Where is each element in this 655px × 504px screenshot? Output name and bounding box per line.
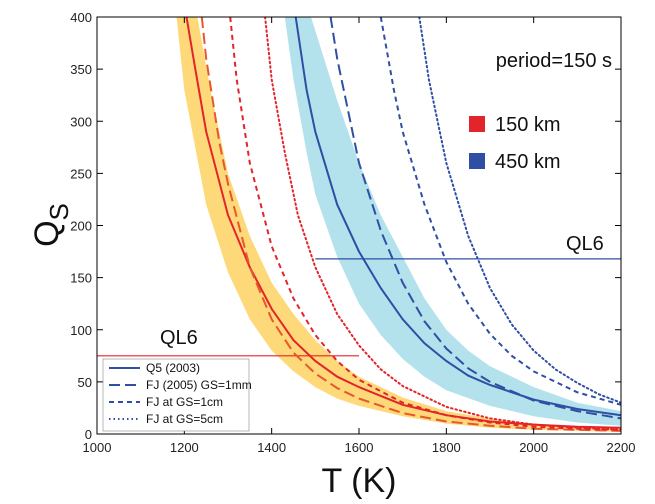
legend-label-q5: Q5 (2003) — [146, 361, 200, 375]
y-tick-label: 350 — [70, 62, 92, 77]
band-150km — [176, 17, 621, 432]
y-tick-label: 150 — [70, 271, 92, 286]
ql6-label-450km: QL6 — [566, 233, 604, 255]
x-tick-label: 1800 — [432, 440, 461, 455]
x-axis-ticks: 1000 1200 1400 1600 1800 2000 2200 — [83, 17, 636, 455]
y-tick-label: 50 — [78, 375, 92, 390]
y-tick-label: 0 — [85, 427, 92, 442]
legend-label-fj-5cm: FJ at GS=5cm — [146, 412, 223, 426]
legend: Q5 (2003) FJ (2005) GS=1mm FJ at GS=1cm … — [102, 358, 252, 432]
x-tick-label: 2200 — [607, 440, 636, 455]
x-tick-label: 1600 — [345, 440, 374, 455]
legend-label-fj-1cm: FJ at GS=1cm — [146, 395, 223, 409]
y-tick-label: 100 — [70, 323, 92, 338]
x-axis-label: T (K) — [322, 462, 397, 500]
series-line-3 — [264, 17, 621, 431]
x-tick-label: 1400 — [257, 440, 286, 455]
y-axis-ticks: 0 50 100 150 200 250 300 350 400 — [70, 10, 621, 442]
x-tick-label: 1000 — [83, 440, 112, 455]
legend-label-fj-1mm: FJ (2005) GS=1mm — [146, 378, 252, 392]
ql6-label-150km: QL6 — [160, 327, 198, 349]
series-line-0 — [185, 17, 621, 429]
period-annotation: period=150 s — [496, 50, 612, 72]
series-line-5 — [329, 17, 621, 420]
series-line-7 — [418, 17, 621, 404]
series-line-1 — [200, 17, 621, 432]
y-tick-label: 200 — [70, 219, 92, 234]
depth-150km-swatch — [469, 116, 485, 132]
depth-150km-label: 150 km — [495, 114, 561, 136]
series-line-2 — [229, 17, 621, 431]
x-tick-label: 2000 — [519, 440, 548, 455]
bands-layer — [176, 17, 621, 432]
series-line-6 — [379, 17, 621, 406]
depth-450km-label: 450 km — [495, 151, 561, 173]
y-tick-label: 400 — [70, 10, 92, 25]
series-layer — [185, 17, 621, 432]
x-tick-label: 1200 — [170, 440, 199, 455]
y-axis-label: QS — [28, 203, 74, 247]
depth-450km-swatch — [469, 153, 485, 169]
ql6-lines-layer — [97, 258, 621, 357]
y-tick-label: 300 — [70, 114, 92, 129]
band-450km — [284, 17, 621, 426]
y-tick-label: 250 — [70, 166, 92, 181]
y-axis-label-subscript: S — [44, 203, 74, 220]
y-axis-label-main: Q — [28, 220, 66, 246]
